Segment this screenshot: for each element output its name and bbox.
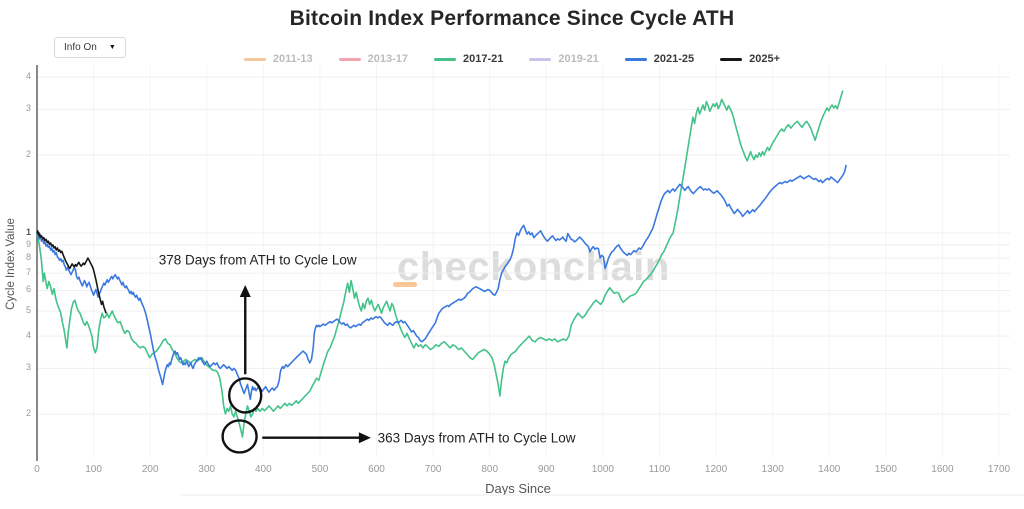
cycle-low-circle: [221, 419, 258, 454]
legend-label: 2013-17: [367, 53, 409, 65]
info-toggle-button[interactable]: Info On ▼: [54, 37, 126, 58]
page-title: Bitcoin Index Performance Since Cycle AT…: [289, 7, 735, 30]
info-toggle-label: Info On: [64, 42, 97, 53]
watermark-dash: [393, 282, 417, 287]
legend: 2011-13 2013-17 2017-21 2019-21 2021-25 2025+: [0, 53, 1024, 65]
x-axis-title: Days Since: [485, 481, 551, 496]
series-line-2021-25: [36, 164, 847, 401]
legend-label: 2017-21: [463, 53, 504, 65]
legend-item-2021-25[interactable]: 2021-25: [624, 53, 695, 65]
legend-swatch-icon: [243, 57, 266, 61]
legend-label: 2011-13: [272, 53, 313, 65]
series-line-2025+: [36, 230, 107, 314]
legend-label: 2021-25: [653, 53, 695, 65]
legend-item-2011-13[interactable]: 2011-13: [243, 53, 313, 65]
legend-label: 2025+: [749, 53, 781, 65]
legend-swatch-icon: [338, 57, 361, 61]
series-line-2017-21: [36, 90, 844, 438]
legend-item-2017-21[interactable]: 2017-21: [434, 53, 503, 65]
legend-item-2019-21[interactable]: 2019-21: [529, 53, 599, 65]
legend-swatch-icon: [624, 57, 647, 61]
legend-swatch-icon: [434, 57, 457, 61]
legend-item-2013-17[interactable]: 2013-17: [338, 53, 409, 65]
legend-swatch-icon: [720, 57, 743, 61]
cycle-low-circle: [227, 377, 263, 414]
legend-item-2025+[interactable]: 2025+: [720, 53, 780, 65]
arrow-right-head: [358, 432, 371, 444]
legend-swatch-icon: [529, 57, 552, 61]
legend-label: 2019-21: [558, 53, 599, 65]
arrow-up-head: [239, 284, 251, 297]
chevron-down-icon: ▼: [108, 44, 116, 51]
